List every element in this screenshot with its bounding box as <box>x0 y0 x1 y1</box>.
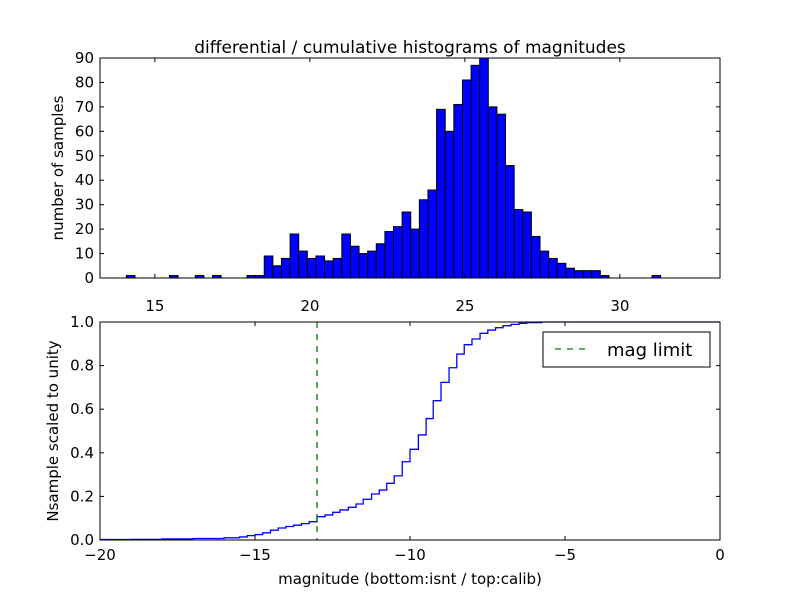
chart-title: differential / cumulative histograms of … <box>194 38 626 58</box>
histogram-bar <box>324 260 334 279</box>
y-tick-label: 10 <box>75 245 94 263</box>
top-axes-frame <box>99 57 721 279</box>
histogram-bar <box>513 209 524 279</box>
histogram-bar <box>375 243 386 279</box>
cumulative-axes: 0.0 0.2 0.4 0.6 0.8 1.0 −20 −15 −10 −5 0 <box>70 313 725 564</box>
cumulative-step-line <box>100 321 720 541</box>
histogram-bar <box>272 265 282 279</box>
y-tick-label: 0.4 <box>70 444 94 462</box>
histogram-bar <box>393 226 403 279</box>
histogram-bar <box>263 255 274 279</box>
histogram-bar <box>444 130 455 279</box>
y-tick-label: 90 <box>75 49 94 67</box>
y-tick-label: 1.0 <box>70 313 94 331</box>
x-tick-label: 15 <box>145 297 164 315</box>
histogram-bar <box>565 267 575 279</box>
x-tick-label: −10 <box>394 546 426 564</box>
y-tick-label: 40 <box>75 171 94 189</box>
histogram-bar <box>427 189 438 279</box>
histogram-bar <box>367 250 377 279</box>
x-tick-label: 25 <box>455 297 474 315</box>
histogram-bar <box>358 253 369 279</box>
y-tick-label: 0.8 <box>70 357 94 375</box>
histogram-bar <box>496 113 507 279</box>
y-tick-label: 0.0 <box>70 531 94 549</box>
y-tick-label: 70 <box>75 98 94 116</box>
histogram-bar <box>470 64 481 279</box>
histogram-bar <box>332 257 343 279</box>
y-tick-label: 0.6 <box>70 400 94 418</box>
histogram-bar <box>341 233 351 279</box>
histogram-bar <box>401 211 412 279</box>
histogram-bar <box>453 103 463 279</box>
histogram-bar <box>280 257 291 279</box>
x-tick-label: −5 <box>554 546 576 564</box>
histogram-bar <box>573 270 584 279</box>
y-tick-label: 0 <box>84 269 94 287</box>
histogram-bar <box>582 270 593 279</box>
histogram-bar <box>591 270 601 279</box>
histogram-bar <box>530 235 541 279</box>
histogram-bar <box>306 257 317 279</box>
x-tick-label: −15 <box>239 546 271 564</box>
x-tick-label: 30 <box>610 297 629 315</box>
histogram-bar <box>349 245 360 279</box>
x-tick-label: −20 <box>84 546 116 564</box>
histogram-bar <box>556 262 567 279</box>
y-tick-label: 80 <box>75 73 94 91</box>
histogram-bar <box>522 211 532 279</box>
x-tick-label: 0 <box>715 546 725 564</box>
bottom-y-axis-label: Nsample scaled to unity <box>44 340 62 521</box>
y-tick-label: 30 <box>75 196 94 214</box>
histogram-bar <box>461 79 472 279</box>
x-tick-label: 20 <box>300 297 319 315</box>
histogram-bar <box>505 165 515 279</box>
y-tick-label: 50 <box>75 147 94 165</box>
top-y-axis-label: number of samples <box>49 95 67 240</box>
histogram-bar <box>410 228 420 279</box>
histogram-bar <box>548 257 558 279</box>
histogram-bar <box>539 250 550 279</box>
histogram-bar <box>479 57 489 279</box>
histogram-bar <box>298 250 308 279</box>
histogram-bar <box>315 255 326 279</box>
histogram-bar <box>289 233 300 279</box>
legend-label: mag limit <box>607 340 692 361</box>
histogram-axes: 0 10 20 30 40 50 60 70 80 90 15 20 25 30 <box>75 49 721 315</box>
bottom-x-axis-label: magnitude (bottom:isnt / top:calib) <box>278 570 542 588</box>
legend: mag limit <box>542 331 711 368</box>
histogram-bar <box>418 199 429 279</box>
y-tick-label: 20 <box>75 220 94 238</box>
y-tick-label: 0.2 <box>70 487 94 505</box>
histogram-bar <box>384 231 395 279</box>
histogram-bar <box>436 108 446 279</box>
histogram-bar <box>487 106 498 279</box>
y-tick-label: 60 <box>75 122 94 140</box>
